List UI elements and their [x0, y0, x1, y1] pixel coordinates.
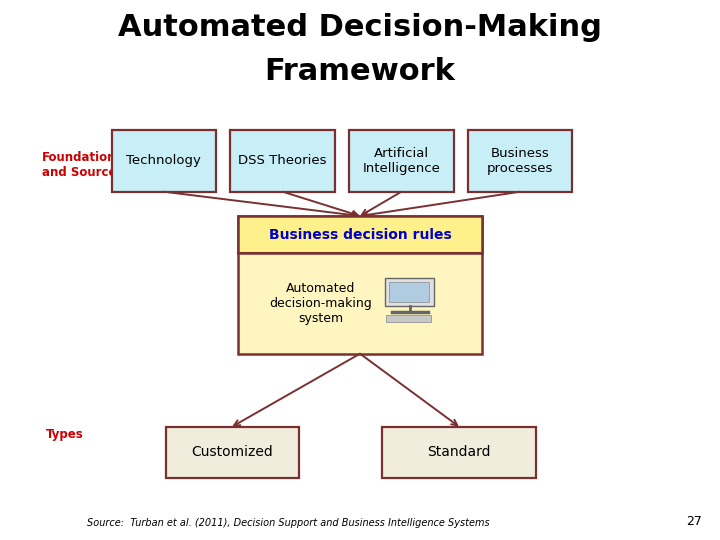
- Text: Artificial
Intelligence: Artificial Intelligence: [362, 147, 441, 174]
- Text: Business decision rules: Business decision rules: [269, 227, 451, 241]
- Text: Technology: Technology: [127, 154, 201, 167]
- FancyBboxPatch shape: [238, 216, 482, 354]
- Text: 27: 27: [686, 515, 702, 528]
- FancyBboxPatch shape: [385, 278, 434, 306]
- Text: Automated Decision-Making: Automated Decision-Making: [118, 14, 602, 43]
- FancyBboxPatch shape: [238, 216, 482, 253]
- FancyBboxPatch shape: [382, 427, 536, 478]
- Text: Framework: Framework: [264, 57, 456, 86]
- FancyBboxPatch shape: [390, 282, 429, 302]
- FancyBboxPatch shape: [112, 130, 216, 192]
- FancyBboxPatch shape: [166, 427, 299, 478]
- Text: Standard: Standard: [427, 446, 491, 459]
- Text: Types: Types: [46, 428, 84, 441]
- FancyBboxPatch shape: [349, 130, 454, 192]
- Text: Source:  Turban et al. (2011), Decision Support and Business Intelligence System: Source: Turban et al. (2011), Decision S…: [86, 518, 490, 528]
- FancyBboxPatch shape: [468, 130, 572, 192]
- Text: Business
processes: Business processes: [487, 147, 554, 174]
- FancyBboxPatch shape: [387, 315, 431, 322]
- Text: Customized: Customized: [192, 446, 273, 459]
- FancyBboxPatch shape: [230, 130, 335, 192]
- Text: Automated
decision-making
system: Automated decision-making system: [269, 282, 372, 325]
- Text: DSS Theories: DSS Theories: [238, 154, 327, 167]
- Text: Foundations
and Sources: Foundations and Sources: [42, 151, 124, 179]
